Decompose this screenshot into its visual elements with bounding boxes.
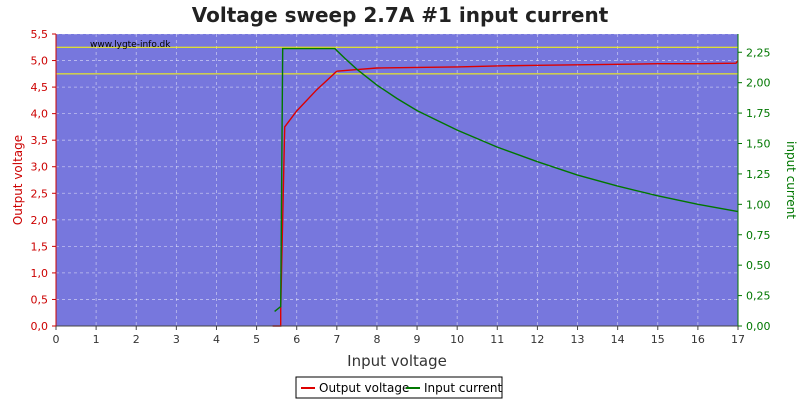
left-tick-label: 1,0	[31, 267, 49, 280]
left-tick-label: 2,0	[31, 214, 49, 227]
x-tick-label: 17	[731, 333, 745, 346]
y-axis-label-right: input current	[784, 141, 798, 219]
grid-lines	[55, 33, 739, 327]
left-tick-label: 1,5	[31, 240, 49, 253]
x-tick-label: 10	[450, 333, 464, 346]
right-tick-label: 2,00	[746, 77, 771, 90]
left-tick-label: 3,0	[31, 161, 49, 174]
x-tick-label: 4	[213, 333, 220, 346]
input-current-line	[274, 47, 739, 312]
right-tick-label: 0,50	[746, 259, 771, 272]
x-tick-label: 8	[373, 333, 380, 346]
x-tick-label: 11	[490, 333, 504, 346]
x-tick-label: 14	[611, 333, 625, 346]
legend-label: Output voltage	[319, 381, 409, 395]
left-tick-label: 4,0	[31, 108, 49, 121]
right-tick-label: 0,00	[746, 320, 771, 333]
right-tick-label: 1,75	[746, 107, 771, 120]
right-tick-labels: 0,00 0,25 0,50 0,75 1,00 1,25 1,50 1,75 2,00 2,25	[738, 46, 771, 333]
left-tick-label: 4,5	[31, 81, 49, 94]
plot-area	[56, 34, 738, 326]
left-tick-label: 0,5	[31, 293, 49, 306]
x-tick-label: 16	[691, 333, 705, 346]
left-tick-label: 5,5	[31, 28, 49, 41]
x-tick-labels: 0 1 2 3 4 5 6 7 8 9 10 11 12 13 14 15 16 17	[53, 326, 745, 346]
reference-lines	[56, 46, 738, 75]
watermark: www.lygte-info.dk	[90, 40, 171, 50]
legend: Output voltage Input current	[295, 376, 503, 399]
left-tick-label: 2,5	[31, 187, 49, 200]
x-tick-label: 7	[333, 333, 340, 346]
x-tick-label: 13	[571, 333, 585, 346]
legend-box	[295, 376, 503, 399]
left-tick-labels: 0,0 0,5 1,0 1,5 2,0 2,5 3,0 3,5 4,0 4,5 5,0 5,5	[31, 28, 56, 333]
output-voltage-line	[272, 60, 739, 327]
x-tick-label: 0	[53, 333, 60, 346]
x-tick-label: 2	[133, 333, 140, 346]
right-tick-label: 1,25	[746, 168, 771, 181]
right-tick-label: 0,75	[746, 229, 771, 242]
y-axis-label-left: Output voltage	[11, 135, 25, 225]
x-axis-label: Input voltage	[347, 352, 447, 370]
left-tick-label: 5,0	[31, 55, 49, 68]
x-tick-label: 9	[414, 333, 421, 346]
series-lines	[272, 47, 739, 327]
x-tick-label: 12	[530, 333, 544, 346]
x-tick-label: 5	[253, 333, 260, 346]
x-tick-label: 15	[651, 333, 665, 346]
chart-title: Voltage sweep 2.7A #1 input current	[192, 3, 609, 27]
left-tick-label: 0,0	[31, 320, 49, 333]
x-tick-label: 6	[293, 333, 300, 346]
right-tick-label: 2,25	[746, 46, 771, 59]
left-tick-label: 3,5	[31, 134, 49, 147]
right-tick-label: 1,00	[746, 198, 771, 211]
right-tick-label: 1,50	[746, 138, 771, 151]
x-tick-label: 3	[173, 333, 180, 346]
x-tick-label: 1	[93, 333, 100, 346]
legend-label: Input current	[424, 381, 502, 395]
right-tick-label: 0,25	[746, 290, 771, 303]
